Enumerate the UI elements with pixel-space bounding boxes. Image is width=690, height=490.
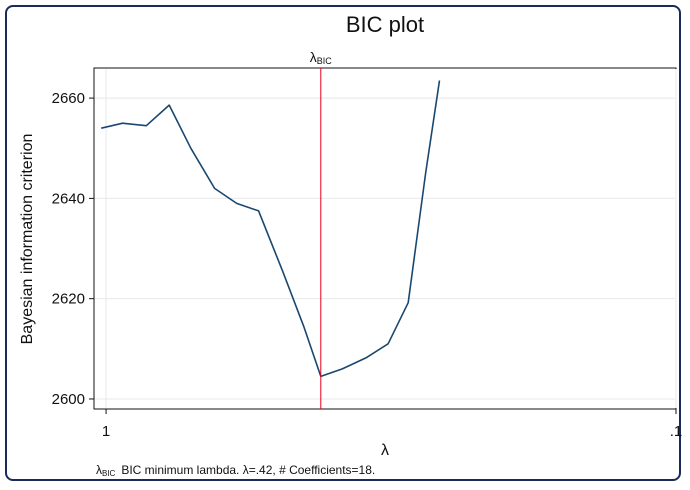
lambda-bic-subscript: BIC [317, 56, 333, 66]
gridlines [95, 69, 677, 408]
y-tick-label: 2660 [52, 90, 85, 107]
y-axis-label: Bayesian information criterion [19, 134, 36, 345]
series-line [101, 80, 441, 378]
lambda-bic-symbol: λ [310, 49, 317, 65]
chart-title: BIC plot [346, 12, 424, 37]
x-axis: 1.1 [102, 409, 682, 440]
y-tick-label: 2620 [52, 291, 85, 308]
x-tick-label: 1 [102, 423, 110, 440]
note-text: BIC minimum lambda. λ=.42, # Coefficient… [121, 463, 375, 477]
note-symbol: λ [96, 463, 102, 477]
y-tick-label: 2640 [52, 190, 85, 207]
chart-note: λBIC BIC minimum lambda. λ=.42, # Coeffic… [96, 463, 375, 478]
y-tick-label: 2600 [52, 391, 85, 408]
series-layer [101, 80, 441, 378]
lambda-bic-label: λBIC [310, 49, 333, 66]
plot-area [93, 67, 677, 410]
y-axis: 2600 2620 2640 2660 [52, 90, 94, 408]
note-subscript: BIC [102, 469, 116, 478]
x-axis-label: λ [381, 442, 389, 459]
x-tick-label: .1 [670, 423, 683, 440]
